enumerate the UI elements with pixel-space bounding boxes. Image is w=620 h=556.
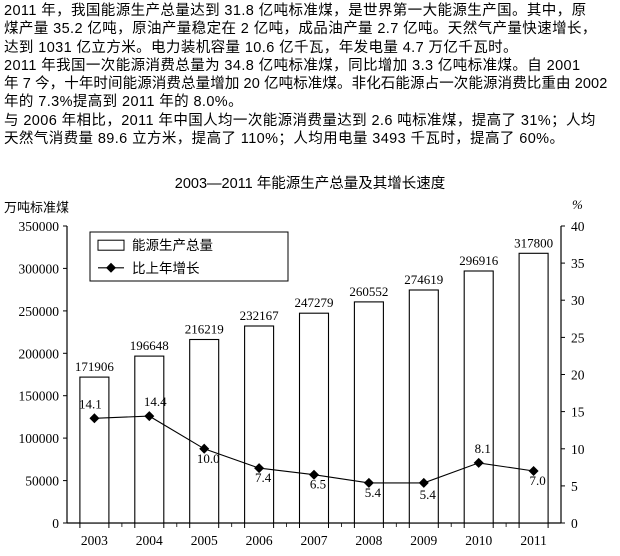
svg-text:25: 25 xyxy=(571,330,585,345)
svg-text:350000: 350000 xyxy=(19,219,60,234)
svg-text:14.4: 14.4 xyxy=(144,394,167,409)
svg-text:10.0: 10.0 xyxy=(197,451,220,466)
svg-text:5.4: 5.4 xyxy=(365,485,382,500)
svg-text:171906: 171906 xyxy=(75,359,115,374)
svg-text:2010: 2010 xyxy=(465,533,492,548)
svg-text:能源生产总量: 能源生产总量 xyxy=(132,238,213,253)
svg-text:2006: 2006 xyxy=(246,533,273,548)
svg-text:274619: 274619 xyxy=(404,272,443,287)
svg-text:10: 10 xyxy=(571,442,585,457)
svg-text:5: 5 xyxy=(571,479,578,494)
svg-text:15: 15 xyxy=(571,405,585,420)
svg-text:50000: 50000 xyxy=(25,474,59,489)
svg-text:196648: 196648 xyxy=(130,338,169,353)
svg-text:14.1: 14.1 xyxy=(79,396,102,411)
svg-text:0: 0 xyxy=(52,516,59,531)
svg-text:8.1: 8.1 xyxy=(475,441,491,456)
svg-text:40: 40 xyxy=(571,219,585,234)
svg-text:0: 0 xyxy=(571,516,578,531)
svg-text:232167: 232167 xyxy=(240,308,280,323)
svg-text:150000: 150000 xyxy=(19,389,60,404)
svg-text:30: 30 xyxy=(571,293,585,308)
svg-text:300000: 300000 xyxy=(19,261,60,276)
svg-text:7.4: 7.4 xyxy=(255,470,272,485)
svg-text:7.0: 7.0 xyxy=(529,473,545,488)
svg-text:20: 20 xyxy=(571,368,585,383)
svg-text:2007: 2007 xyxy=(301,533,328,548)
svg-text:260552: 260552 xyxy=(349,284,388,299)
svg-text:2011: 2011 xyxy=(520,533,547,548)
svg-text:6.5: 6.5 xyxy=(310,477,326,492)
svg-text:比上年增长: 比上年增长 xyxy=(132,261,200,276)
svg-text:100000: 100000 xyxy=(19,431,60,446)
svg-text:35: 35 xyxy=(571,256,585,271)
svg-text:216219: 216219 xyxy=(185,322,224,337)
svg-text:2009: 2009 xyxy=(410,533,437,548)
svg-text:317800: 317800 xyxy=(514,235,553,250)
svg-text:200000: 200000 xyxy=(19,346,60,361)
svg-text:2005: 2005 xyxy=(191,533,218,548)
svg-text:2008: 2008 xyxy=(355,533,382,548)
svg-text:296916: 296916 xyxy=(459,253,499,268)
svg-text:5.4: 5.4 xyxy=(420,487,437,502)
svg-text:250000: 250000 xyxy=(19,304,60,319)
svg-text:247279: 247279 xyxy=(295,295,334,310)
svg-text:2003: 2003 xyxy=(81,533,108,548)
svg-text:2004: 2004 xyxy=(136,533,163,548)
